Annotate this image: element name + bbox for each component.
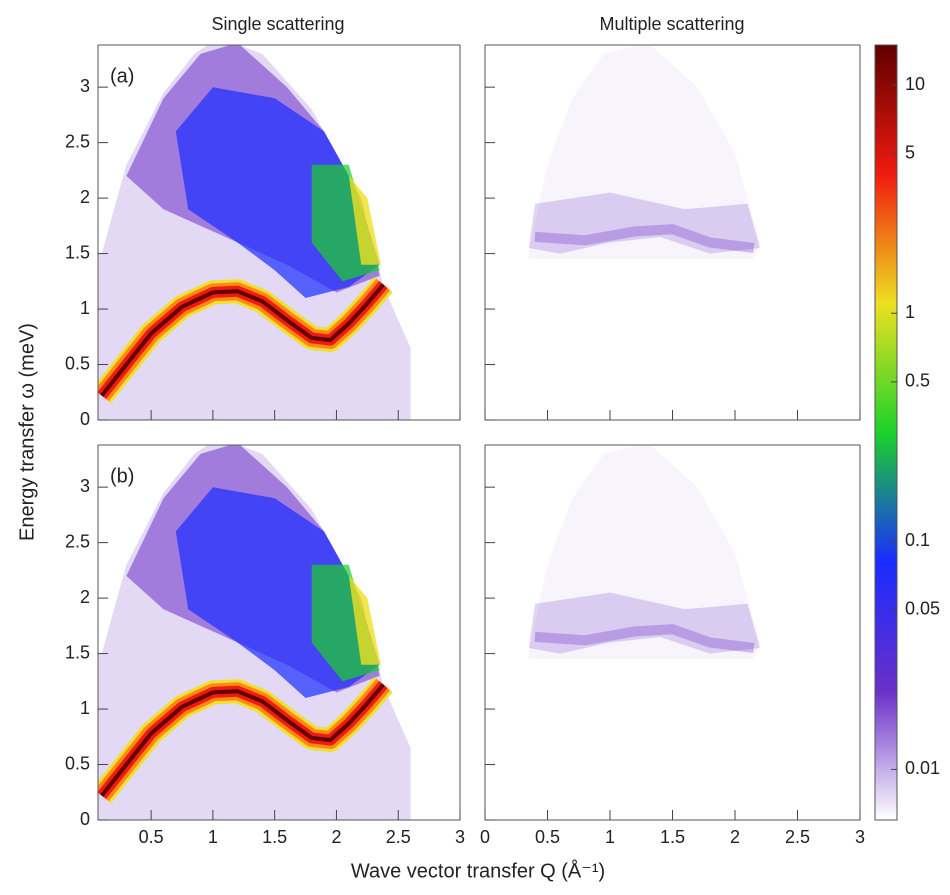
colorbar-tick-label: 10 bbox=[905, 74, 925, 94]
y-tick-label: 1 bbox=[80, 698, 90, 718]
x-tick-label: 2 bbox=[331, 827, 341, 847]
column-title: Multiple scattering bbox=[599, 14, 744, 34]
colorbar-tick-label: 0.01 bbox=[905, 758, 940, 778]
x-tick-label: 0 bbox=[480, 827, 490, 847]
y-tick-label: 2 bbox=[80, 187, 90, 207]
x-tick-label: 2.5 bbox=[386, 827, 411, 847]
y-tick-label: 0 bbox=[80, 409, 90, 429]
band bbox=[528, 192, 760, 254]
column-title: Single scattering bbox=[211, 14, 344, 34]
colorbar-tick-label: 1 bbox=[905, 302, 915, 322]
y-tick-label: 1.5 bbox=[65, 242, 90, 262]
background-intensity bbox=[528, 45, 760, 260]
x-tick-label: 0.5 bbox=[535, 827, 560, 847]
colorbar-tick-label: 0.05 bbox=[905, 599, 940, 619]
y-axis-label: Energy transfer ω (meV) bbox=[16, 323, 38, 541]
y-tick-label: 0 bbox=[80, 809, 90, 829]
heatmap bbox=[98, 445, 411, 820]
y-tick-label: 1.5 bbox=[65, 642, 90, 662]
y-tick-label: 2.5 bbox=[65, 531, 90, 551]
y-tick-label: 0.5 bbox=[65, 753, 90, 773]
x-tick-label: 1 bbox=[605, 827, 615, 847]
x-tick-label: 1 bbox=[208, 827, 218, 847]
colorbar-tick-label: 0.1 bbox=[905, 530, 930, 550]
plot-frame bbox=[97, 444, 461, 821]
high-intensity bbox=[348, 175, 381, 265]
plot-frame bbox=[97, 44, 461, 421]
dispersion bbox=[100, 283, 385, 397]
x-tick-label: 1.5 bbox=[262, 827, 287, 847]
y-tick-label: 2.5 bbox=[65, 131, 90, 151]
x-tick-label: 0.5 bbox=[139, 827, 164, 847]
x-tick-label: 1.5 bbox=[660, 827, 685, 847]
x-axis-label: Wave vector transfer Q (Å⁻¹) bbox=[351, 859, 605, 882]
y-tick-label: 2 bbox=[80, 587, 90, 607]
heatmap bbox=[528, 445, 760, 660]
band bbox=[528, 592, 760, 654]
heatmap bbox=[528, 45, 760, 260]
colorbar bbox=[874, 44, 898, 821]
panel-label: (a) bbox=[110, 65, 134, 87]
x-tick-label: 2.5 bbox=[785, 827, 810, 847]
y-tick-label: 3 bbox=[80, 476, 90, 496]
x-tick-label: 3 bbox=[455, 827, 465, 847]
colorbar-tick-label: 5 bbox=[905, 143, 915, 163]
background-intensity bbox=[528, 445, 760, 660]
heatmap bbox=[98, 45, 411, 420]
x-tick-label: 2 bbox=[730, 827, 740, 847]
y-tick-label: 3 bbox=[80, 76, 90, 96]
band-line bbox=[534, 624, 755, 653]
panel-label: (b) bbox=[110, 465, 134, 487]
dispersion bbox=[100, 683, 385, 797]
high-intensity bbox=[348, 575, 381, 665]
colorbar-tick-label: 0.5 bbox=[905, 371, 930, 391]
y-tick-label: 0.5 bbox=[65, 353, 90, 373]
band-line bbox=[534, 224, 755, 253]
y-tick-label: 1 bbox=[80, 298, 90, 318]
x-tick-label: 3 bbox=[855, 827, 865, 847]
